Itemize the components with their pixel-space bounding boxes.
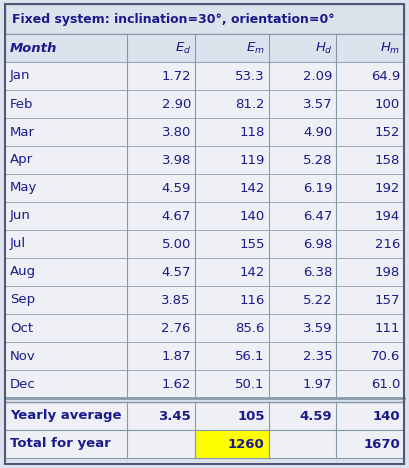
- Text: 4.67: 4.67: [162, 210, 191, 222]
- Text: $E_d$: $E_d$: [175, 40, 191, 56]
- Text: 142: 142: [239, 265, 265, 278]
- Text: 3.85: 3.85: [162, 293, 191, 307]
- Text: 85.6: 85.6: [236, 322, 265, 335]
- Bar: [5, 230, 404, 258]
- Bar: [5, 62, 404, 90]
- Bar: [195, 430, 269, 458]
- Bar: [5, 286, 404, 314]
- Bar: [5, 258, 404, 286]
- Text: 3.98: 3.98: [162, 154, 191, 167]
- Text: 142: 142: [239, 182, 265, 195]
- Text: Dec: Dec: [10, 378, 36, 390]
- Text: 61.0: 61.0: [371, 378, 400, 390]
- Text: $H_m$: $H_m$: [380, 40, 400, 56]
- Text: 70.6: 70.6: [371, 350, 400, 363]
- Text: Jun: Jun: [10, 210, 31, 222]
- Text: Jul: Jul: [10, 237, 26, 250]
- Bar: [5, 314, 404, 342]
- Text: Sep: Sep: [10, 293, 35, 307]
- Text: 3.45: 3.45: [158, 410, 191, 423]
- Text: 6.19: 6.19: [303, 182, 333, 195]
- Bar: [5, 398, 404, 402]
- Text: 4.57: 4.57: [162, 265, 191, 278]
- Text: Aug: Aug: [10, 265, 36, 278]
- Text: 56.1: 56.1: [235, 350, 265, 363]
- Text: 81.2: 81.2: [235, 97, 265, 110]
- Text: 6.38: 6.38: [303, 265, 333, 278]
- Text: 1.97: 1.97: [303, 378, 333, 390]
- Text: 1670: 1670: [363, 438, 400, 451]
- Bar: [5, 430, 404, 458]
- Text: 2.90: 2.90: [162, 97, 191, 110]
- Bar: [5, 202, 404, 230]
- Text: 50.1: 50.1: [235, 378, 265, 390]
- Text: 155: 155: [239, 237, 265, 250]
- Bar: [5, 90, 404, 118]
- Bar: [5, 4, 404, 34]
- Bar: [5, 174, 404, 202]
- Text: 5.00: 5.00: [162, 237, 191, 250]
- Text: Nov: Nov: [10, 350, 36, 363]
- Text: 116: 116: [239, 293, 265, 307]
- Text: 4.59: 4.59: [300, 410, 333, 423]
- Text: 100: 100: [375, 97, 400, 110]
- Text: 198: 198: [375, 265, 400, 278]
- Text: $H_d$: $H_d$: [315, 40, 333, 56]
- Text: $E_m$: $E_m$: [246, 40, 265, 56]
- Text: 4.90: 4.90: [303, 125, 333, 139]
- Text: 6.98: 6.98: [303, 237, 333, 250]
- Text: 4.59: 4.59: [162, 182, 191, 195]
- Text: May: May: [10, 182, 37, 195]
- Bar: [5, 402, 404, 430]
- Text: 140: 140: [372, 410, 400, 423]
- Text: Total for year: Total for year: [10, 438, 111, 451]
- Text: 2.76: 2.76: [162, 322, 191, 335]
- Text: 2.09: 2.09: [303, 70, 333, 82]
- Text: Mar: Mar: [10, 125, 35, 139]
- Text: 5.28: 5.28: [303, 154, 333, 167]
- Text: 53.3: 53.3: [235, 70, 265, 82]
- Text: 1.62: 1.62: [162, 378, 191, 390]
- Bar: [5, 34, 404, 62]
- Text: 119: 119: [239, 154, 265, 167]
- Text: 111: 111: [375, 322, 400, 335]
- Text: 3.59: 3.59: [303, 322, 333, 335]
- Text: 157: 157: [375, 293, 400, 307]
- Text: 194: 194: [375, 210, 400, 222]
- Text: 140: 140: [240, 210, 265, 222]
- Text: 5.22: 5.22: [303, 293, 333, 307]
- Text: 152: 152: [375, 125, 400, 139]
- Text: Month: Month: [10, 42, 57, 54]
- Text: Jan: Jan: [10, 70, 31, 82]
- Text: 105: 105: [237, 410, 265, 423]
- Text: 3.80: 3.80: [162, 125, 191, 139]
- Text: 216: 216: [375, 237, 400, 250]
- Text: 192: 192: [375, 182, 400, 195]
- Text: 6.47: 6.47: [303, 210, 333, 222]
- Text: 64.9: 64.9: [371, 70, 400, 82]
- Text: 2.35: 2.35: [303, 350, 333, 363]
- Text: 158: 158: [375, 154, 400, 167]
- Bar: [5, 146, 404, 174]
- Text: 1.72: 1.72: [161, 70, 191, 82]
- Text: 1260: 1260: [228, 438, 265, 451]
- Text: Feb: Feb: [10, 97, 34, 110]
- Bar: [5, 118, 404, 146]
- Text: Oct: Oct: [10, 322, 33, 335]
- Text: Apr: Apr: [10, 154, 33, 167]
- Text: Yearly average: Yearly average: [10, 410, 121, 423]
- Text: 118: 118: [239, 125, 265, 139]
- Bar: [5, 342, 404, 370]
- Text: Fixed system: inclination=30°, orientation=0°: Fixed system: inclination=30°, orientati…: [12, 13, 335, 25]
- Bar: [5, 370, 404, 398]
- Text: 3.57: 3.57: [303, 97, 333, 110]
- Text: 1.87: 1.87: [162, 350, 191, 363]
